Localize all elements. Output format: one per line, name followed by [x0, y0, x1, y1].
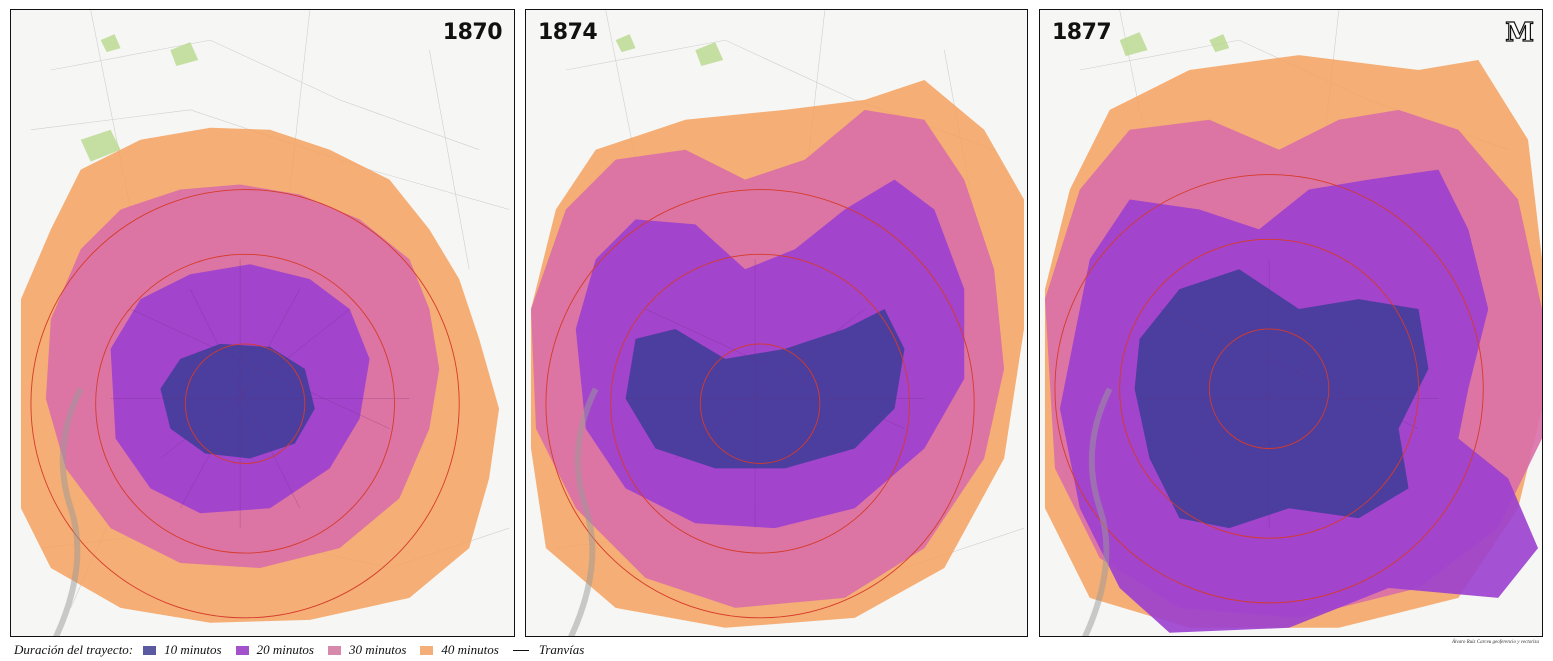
parks [80, 34, 199, 162]
legend-item-40: 40 minutos [420, 642, 499, 658]
year-label-1874: 1874 [538, 20, 598, 45]
legend-label-10: 10 minutos [164, 642, 222, 657]
river-manzanares [1082, 387, 1113, 636]
parks [615, 34, 724, 67]
city-blocks [110, 259, 410, 529]
legend-item-10: 10 minutos [143, 642, 222, 658]
zone-10-minutes [160, 343, 315, 459]
legend-item-tram: Tranvías [512, 642, 585, 658]
year-label-1877: 1877 [1052, 20, 1112, 45]
legend-swatch-10 [143, 645, 157, 655]
distance-rings [1054, 174, 1484, 604]
legend-title: Duración del trayecto: [14, 642, 134, 657]
legend-swatch-30 [327, 645, 341, 655]
legend-label-tram: Tranvías [538, 642, 585, 657]
distance-rings [545, 189, 975, 619]
year-label-1870: 1870 [442, 20, 503, 45]
map-panel-1877: 1877 M [1039, 9, 1543, 637]
parks [1119, 32, 1230, 57]
isochrone-map-1870 [20, 10, 510, 636]
legend-swatch-20 [235, 645, 249, 655]
city-blocks [1139, 259, 1439, 529]
legend-label-20: 20 minutos [256, 642, 314, 657]
distance-rings [30, 189, 460, 619]
map-panel-1874: 1874 [525, 9, 1028, 637]
legend-item-30: 30 minutos [327, 642, 407, 658]
legend-item-20: 20 minutos [235, 642, 314, 658]
river-manzanares [568, 387, 599, 636]
credit-text: Álvaro Ruiz Carceu geoferencio y vectori… [1451, 640, 1539, 645]
tram-line-icon [512, 649, 529, 651]
legend-swatch-40 [420, 645, 434, 655]
madrid-logo: M [1505, 17, 1535, 48]
isochrone-map-1877 [1044, 10, 1542, 636]
legend: Duración del trayecto: 10 minutos 20 min… [14, 641, 598, 659]
river-manzanares [53, 387, 84, 636]
legend-label-30: 30 minutos [348, 642, 407, 657]
zone-10-minutes [1134, 269, 1429, 529]
city-blocks [625, 259, 925, 529]
zone-10-minutes [625, 309, 905, 469]
isochrone-map-1874 [530, 10, 1025, 636]
map-panel-1870: 1870 [10, 9, 515, 637]
legend-label-40: 40 minutos [441, 642, 499, 657]
